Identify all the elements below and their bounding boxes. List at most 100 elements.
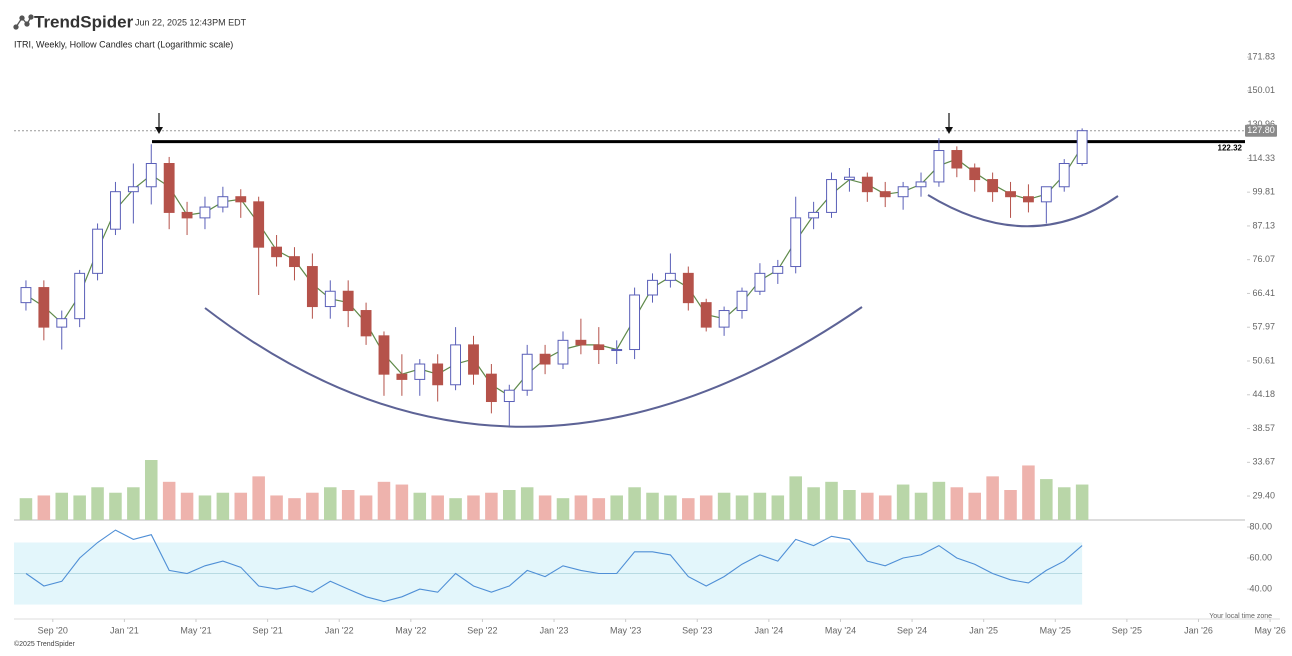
x-tick-label: Jan '26 <box>1184 625 1213 635</box>
candle-body <box>289 256 300 268</box>
volume-bar <box>646 492 659 520</box>
timestamp: Jun 22, 2025 12:43PM EDT <box>135 17 247 27</box>
candle-body <box>879 191 891 198</box>
volume-bar <box>574 495 588 520</box>
volume-bar <box>324 487 337 520</box>
x-tick-label: Jan '22 <box>325 625 354 635</box>
x-tick-label: Sep '20 <box>38 625 68 635</box>
volume-bar <box>73 495 86 520</box>
candle-body <box>503 389 515 403</box>
candle-body <box>647 279 658 296</box>
candle-body <box>772 266 784 274</box>
candle-body <box>38 287 50 328</box>
candle-body <box>1076 130 1088 165</box>
volume-bar <box>341 490 355 520</box>
volume-bar <box>144 460 158 520</box>
volume-bar <box>520 487 534 520</box>
candle-body <box>700 302 712 328</box>
candle-body <box>92 228 103 274</box>
candle-body <box>145 163 157 188</box>
candle-body <box>611 349 623 352</box>
candle-body <box>306 266 318 308</box>
candle-body <box>163 163 175 213</box>
volume-bar <box>699 495 713 520</box>
x-tick-label: Sep '24 <box>897 625 927 635</box>
price-pane: 171.83 150.01 130.96 114.33 99.81 87.13 76.07 6… <box>14 51 1277 500</box>
handle-curve <box>927 194 1119 228</box>
x-tick-label: Jan '23 <box>540 625 569 635</box>
candle-body <box>754 272 766 292</box>
cup-curve <box>204 306 863 428</box>
y-tick-label: 57.97 <box>1252 322 1275 332</box>
volume-bar <box>753 492 767 520</box>
candle-body <box>20 287 32 304</box>
candle-body <box>360 310 372 337</box>
volume-bar <box>682 498 695 520</box>
candle-body <box>342 290 354 312</box>
volume-bar <box>538 495 552 520</box>
candle-body <box>1023 196 1034 203</box>
volume-bar <box>861 492 874 520</box>
candle-body <box>378 335 390 375</box>
volume-bar <box>503 490 516 520</box>
x-tick-label: May '24 <box>825 625 856 635</box>
candle-body <box>217 196 229 208</box>
x-tick-label: Sep '25 <box>1112 625 1142 635</box>
volume-bar <box>807 487 820 520</box>
copyright: ©2025 TrendSpider <box>14 640 75 648</box>
volume-bar <box>735 495 749 520</box>
volume-bar <box>950 487 964 520</box>
volume-bar <box>288 498 301 520</box>
volume-bar <box>467 495 480 520</box>
candle-body <box>1040 186 1052 203</box>
volume-bar <box>91 487 104 520</box>
candle-body <box>897 186 909 198</box>
x-tick-label: May '23 <box>610 625 641 635</box>
volume-bar <box>1040 479 1053 520</box>
candle-body <box>1005 191 1016 198</box>
rsi-tick-label: 40.00 <box>1249 583 1272 593</box>
volume-bar <box>843 490 856 520</box>
volume-bar <box>664 495 677 520</box>
volume-bar <box>180 492 194 520</box>
candle-body <box>414 363 426 380</box>
rsi-pane: 80.00 60.00 40.00 <box>14 521 1272 605</box>
y-tick-label: 33.67 <box>1252 457 1275 467</box>
volume-bar <box>1075 484 1089 520</box>
volume-bar <box>19 498 33 520</box>
volume-bar <box>485 492 498 520</box>
y-tick-label: 50.61 <box>1252 355 1275 365</box>
candle-body <box>450 344 462 386</box>
volume-bar <box>771 495 785 520</box>
volume-bar <box>986 476 999 520</box>
volume-bar <box>359 495 373 520</box>
candle-body <box>808 211 820 219</box>
candle-body <box>199 206 211 219</box>
candle-body <box>396 373 408 380</box>
volume-bar <box>377 481 391 520</box>
candle-body <box>253 201 265 248</box>
volume-bar <box>1057 487 1071 520</box>
candle-body <box>56 318 68 328</box>
volume-bar <box>628 487 641 520</box>
resistance-label: 122.32 <box>1218 144 1243 153</box>
candle-body <box>521 353 533 391</box>
candle-body <box>593 344 605 351</box>
y-tick-label: 76.07 <box>1252 254 1275 264</box>
logo-icon <box>13 14 34 30</box>
volume-bar <box>610 495 623 520</box>
chart-title: ITRI, Weekly, Hollow Candles chart (Loga… <box>14 39 233 49</box>
y-tick-label: 29.40 <box>1252 490 1275 500</box>
candle-body <box>539 353 551 365</box>
last-price-box <box>1245 124 1277 137</box>
x-tick-label: May '22 <box>395 625 426 635</box>
candle-body <box>324 290 336 308</box>
y-tick-label: 66.41 <box>1252 288 1275 298</box>
x-tick-label: Jan '24 <box>754 625 783 635</box>
x-tick-label: Jan '21 <box>110 625 139 635</box>
volume-bar <box>789 476 802 520</box>
candle-body <box>485 373 497 403</box>
candle-body <box>951 150 963 169</box>
volume-bar <box>162 481 176 520</box>
